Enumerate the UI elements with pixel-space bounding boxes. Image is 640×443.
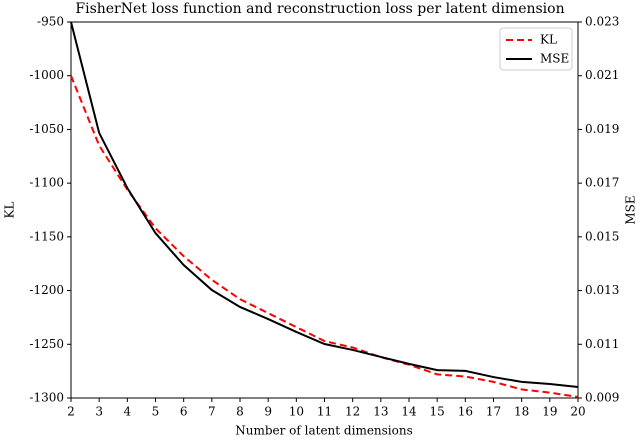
legend-label: MSE [540,52,569,66]
line-series [70,21,579,388]
y2-tick-label: 0.011 [585,337,619,351]
x-tick-label: 15 [430,405,445,419]
y2-tick-label: 0.017 [585,176,619,190]
y-tick-label: -1250 [29,337,64,351]
x-tick-label: 10 [289,405,304,419]
x-tick-label: 4 [124,405,132,419]
x-tick-label: 19 [542,405,557,419]
x-tick-label: 2 [67,405,75,419]
y-tick-label: -950 [37,15,64,29]
y-tick-label: -1300 [29,391,64,405]
x-tick-label: 9 [264,405,272,419]
y2-axis-label: MSE [624,195,638,224]
y2-tick-label: 0.021 [585,68,619,82]
x-tick-label: 20 [570,405,585,419]
y2-tick-label: 0.023 [585,15,619,29]
y2-tick-label: 0.019 [585,122,619,136]
chart-title: FisherNet loss function and reconstructi… [75,1,564,17]
y2-tick-label: 0.015 [585,229,619,243]
y-tick-label: -1150 [29,229,64,243]
y-axis-label: KL [3,202,17,219]
x-tick-label: 12 [345,405,360,419]
x-tick-label: 13 [373,405,388,419]
x-tick-label: 11 [317,405,332,419]
y-tick-label: -1000 [29,68,64,82]
x-tick-label: 3 [95,405,103,419]
x-tick-label: 17 [486,405,501,419]
y2-tick-label: 0.009 [585,391,619,405]
x-axis-label: Number of latent dimensions [235,424,413,438]
y2-tick-label: 0.013 [585,283,619,297]
y-tick-label: -1050 [29,122,64,136]
legend-label: KL [540,33,557,47]
line-series [70,75,579,398]
x-tick-label: 8 [236,405,244,419]
x-tick-label: 18 [514,405,529,419]
x-tick-label: 16 [458,405,473,419]
y-tick-label: -1100 [29,176,64,190]
x-tick-label: 7 [208,405,216,419]
x-tick-label: 14 [401,405,417,419]
y-tick-label: -1200 [29,283,64,297]
x-tick-label: 5 [152,405,160,419]
x-tick-label: 6 [180,405,188,419]
